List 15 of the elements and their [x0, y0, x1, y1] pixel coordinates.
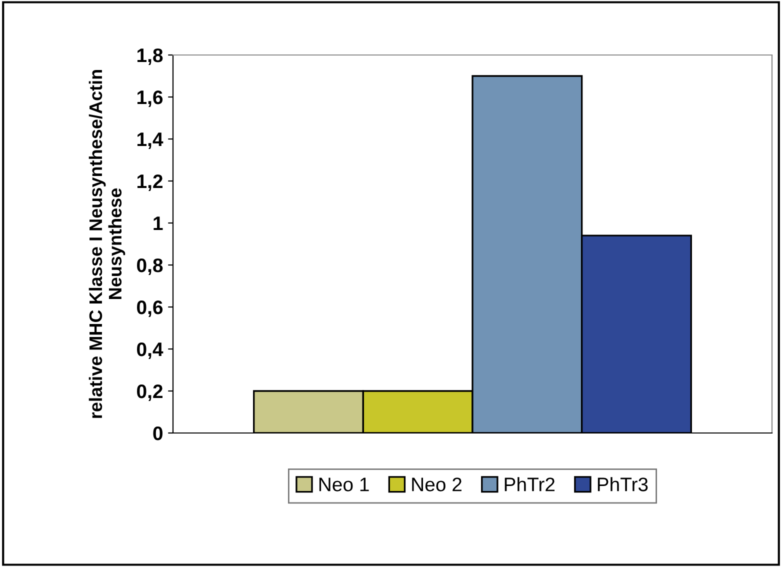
legend-label: PhTr2	[504, 477, 555, 492]
y-axis-title: relative MHC Klasse I Neusynthese/Actin Neusynthese	[88, 70, 126, 418]
y-tick-label: 1,4	[137, 132, 164, 150]
y-tick-label: 1,2	[137, 174, 162, 192]
y-tick-label: 1,6	[137, 90, 163, 108]
legend-label: PhTr3	[598, 477, 648, 492]
y-tick-label: 0	[153, 426, 162, 440]
y-tick-label: 0,4	[137, 342, 164, 360]
y-tick-label: 0,6	[137, 300, 163, 318]
legend-label: Neo 1	[319, 478, 369, 492]
y-tick-label: 0,2	[137, 384, 162, 402]
y-tick-label: 1,8	[137, 48, 163, 66]
legend-label: Neo 2	[412, 478, 462, 492]
y-tick-label: 1	[154, 216, 163, 230]
y-tick-label: 0,8	[137, 258, 163, 276]
